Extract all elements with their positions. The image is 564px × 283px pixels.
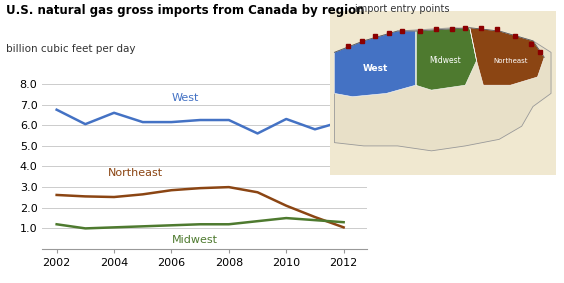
Polygon shape (470, 28, 544, 85)
Text: West: West (363, 64, 387, 73)
Text: West: West (172, 93, 200, 104)
Text: Northeast: Northeast (108, 168, 164, 178)
Polygon shape (416, 28, 477, 90)
Text: import entry points: import entry points (355, 4, 450, 14)
Text: eia: eia (12, 262, 30, 272)
Text: Midwest: Midwest (429, 56, 461, 65)
Polygon shape (334, 28, 551, 151)
Polygon shape (334, 31, 416, 97)
Text: Northeast: Northeast (493, 57, 528, 64)
Text: billion cubic feet per day: billion cubic feet per day (6, 44, 135, 54)
Text: U.S. natural gas gross imports from Canada by region: U.S. natural gas gross imports from Cana… (6, 4, 364, 17)
Text: Midwest: Midwest (171, 235, 217, 245)
